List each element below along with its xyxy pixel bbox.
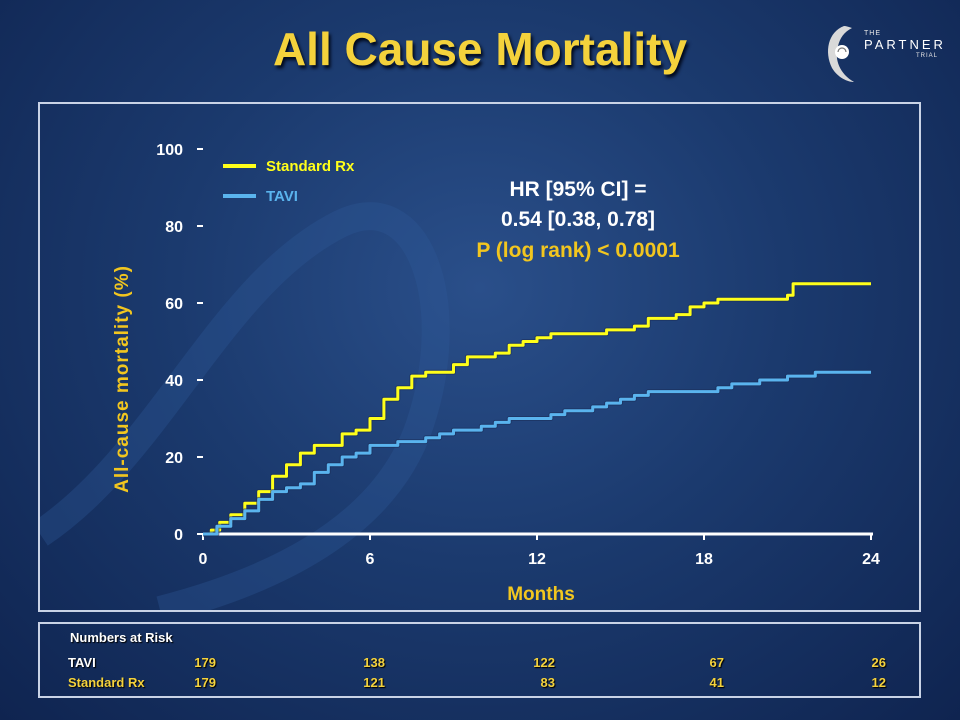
logo-name-text: PARTNER [864,37,946,52]
partner-logo-icon [828,26,854,82]
y-tick-label: 0 [174,527,183,544]
legend-label-standard-rx: Standard Rx [266,158,355,175]
risk-cell: 67 [709,655,724,670]
risk-cell: 138 [363,655,385,670]
logo-trial-text: TRIAL [916,53,939,59]
numbers-at-risk-table: Numbers at Risk TAVI 179 138 122 67 26 S… [38,622,921,698]
risk-row-label: TAVI [68,655,96,670]
y-axis-label: All-cause mortality (%) [112,265,133,493]
y-tick-label: 80 [165,219,183,236]
risk-cell: 41 [709,675,724,690]
series-line-tavi [203,370,871,536]
risk-cell: 179 [194,655,216,670]
risk-cell: 179 [194,675,216,690]
risk-cell: 12 [871,675,886,690]
series-line-standard-rx [203,282,871,536]
risk-cell: 121 [363,675,385,690]
y-tick-label: 60 [165,296,183,313]
mortality-chart: 0 20 40 60 80 100 0 6 12 18 24 Standard Rx TAVI All… [32,142,880,624]
p-value-annotation: P (log rank) < 0.0001 [476,239,680,262]
risk-cell: 26 [871,655,886,670]
risk-cell: 83 [540,675,555,690]
page-title: All Cause Mortality [272,23,688,75]
x-tick-label: 6 [366,551,375,568]
x-tick-label: 18 [695,551,713,568]
y-tick-label: 100 [156,142,183,159]
chart-panel: 0 20 40 60 80 100 0 6 12 18 24 Standard Rx TAVI All… [32,102,921,624]
legend-label-tavi: TAVI [266,188,298,205]
x-tick-label: 24 [862,551,880,568]
y-tick-label: 40 [165,373,183,390]
partner-trial-logo: THE PARTNER TRIAL [818,22,948,84]
hr-annotation-line1: HR [95% CI] = [509,178,646,201]
risk-cell: 122 [533,655,555,670]
risk-row-tavi: TAVI 179 138 122 67 26 [40,655,923,673]
series-shadow-standard-rx [203,281,871,537]
risk-row-label: Standard Rx [68,675,145,690]
risk-table-title: Numbers at Risk [70,630,173,645]
y-tick-label: 20 [165,450,183,467]
hr-annotation-line2: 0.54 [0.38, 0.78] [501,208,655,231]
x-tick-label: 0 [199,551,208,568]
x-axis-label: Months [507,584,575,605]
logo-the-text: THE [864,30,881,37]
risk-row-standard-rx: Standard Rx 179 121 83 41 12 [40,675,923,693]
x-tick-label: 12 [528,551,546,568]
